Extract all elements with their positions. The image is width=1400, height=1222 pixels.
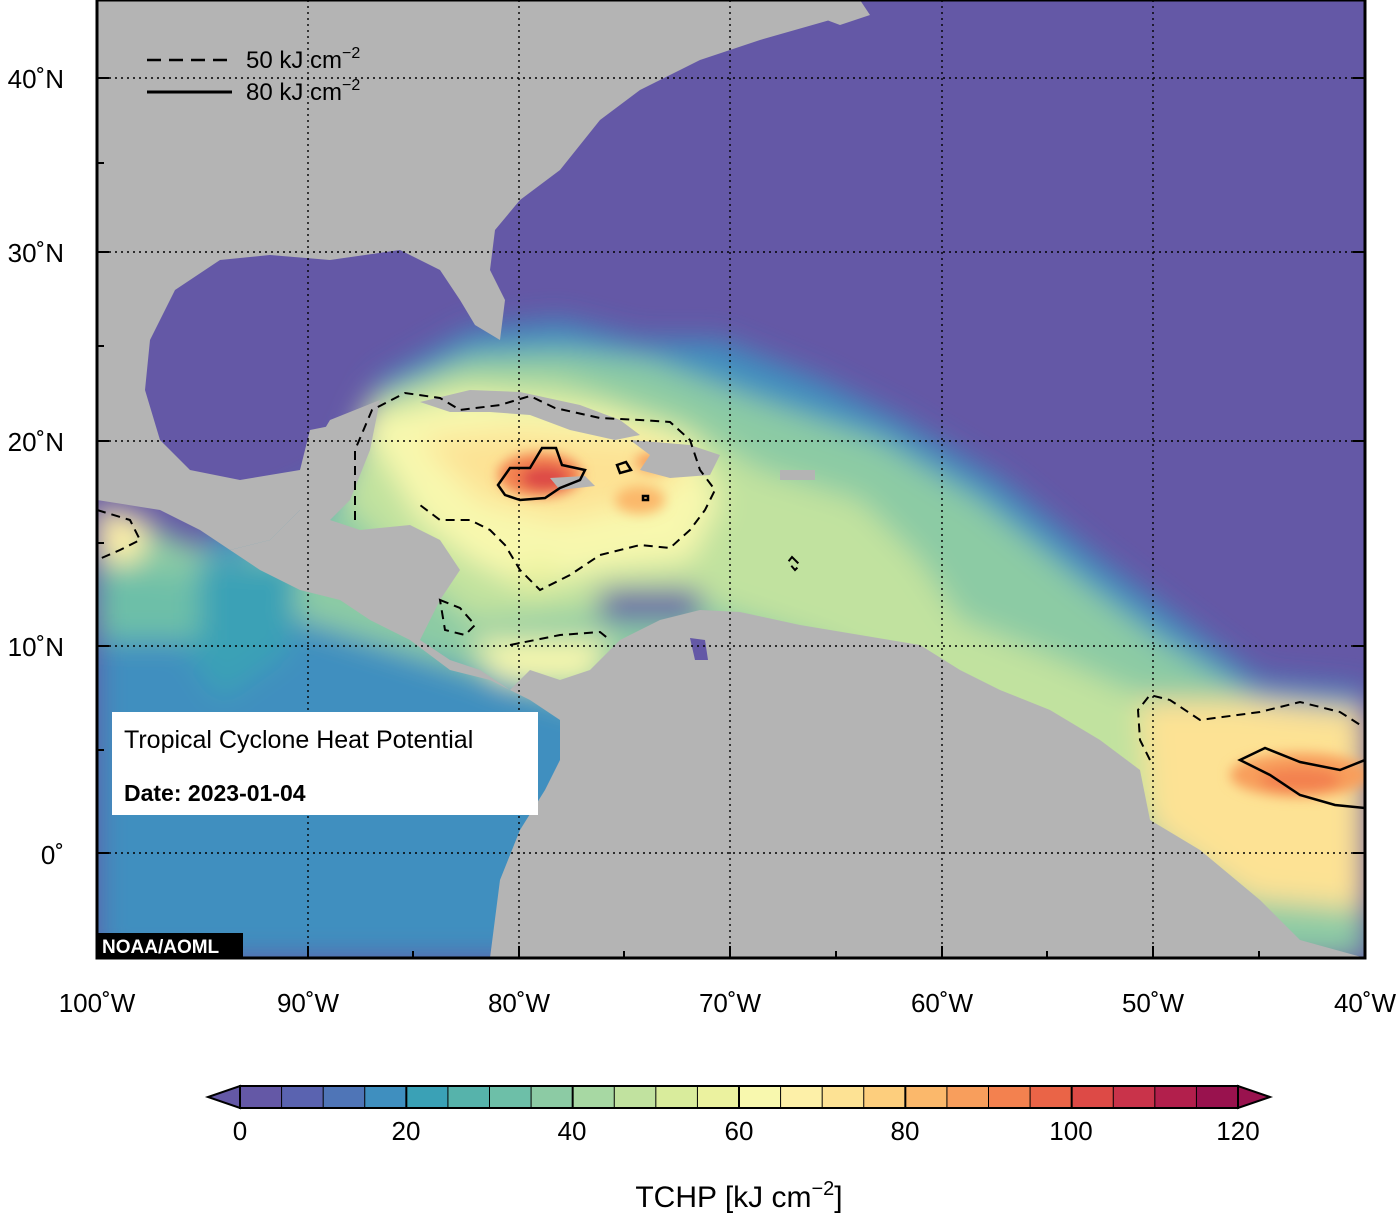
colorbar-ticks	[239, 1086, 1239, 1108]
colorbar-swatch	[1154, 1086, 1198, 1108]
colorbar-swatch	[364, 1086, 407, 1108]
contour-50	[97, 391, 1365, 761]
colorbar-swatch	[697, 1086, 740, 1108]
cb-label-120: 120	[1216, 1116, 1259, 1146]
cb-label-20: 20	[392, 1116, 421, 1146]
colorbar-swatch	[281, 1086, 324, 1108]
land-hispaniola	[630, 440, 720, 478]
colorbar-swatch	[946, 1086, 990, 1108]
cb-label-40: 40	[558, 1116, 587, 1146]
colorbar-swatch	[406, 1086, 449, 1108]
map-title: Tropical Cyclone Heat Potential	[124, 726, 473, 754]
cb-label-0: 0	[233, 1116, 247, 1146]
colorbar-swatches	[240, 1086, 1239, 1108]
credit-badge: NOAA/AOML	[97, 933, 243, 958]
lat-label-30n: 30˚N	[8, 238, 64, 268]
land-puerto-rico	[780, 470, 815, 480]
colorbar-swatch	[988, 1086, 1031, 1108]
contour-80	[496, 446, 1365, 810]
colorbar-swatch	[447, 1086, 491, 1108]
lon-axis-labels: 100˚W 90˚W 80˚W 70˚W 60˚W 50˚W 40˚W	[59, 988, 1397, 1018]
contour-legend: 50 kJ cm−2 80 kJ cm−2	[147, 45, 360, 106]
credit-text: NOAA/AOML	[102, 937, 220, 958]
colorbar-swatch	[323, 1086, 366, 1108]
cb-label-100: 100	[1049, 1116, 1092, 1146]
colorbar-swatch	[1196, 1086, 1239, 1108]
lat-label-0: 0˚	[41, 840, 64, 870]
lon-label-60w: 60˚W	[911, 988, 974, 1018]
land-north-america	[97, 0, 860, 550]
lat-label-20n: 20˚N	[8, 427, 64, 457]
colorbar-swatch	[739, 1086, 782, 1108]
colorbar-swatch	[863, 1086, 906, 1108]
graticule	[97, 0, 1365, 958]
colorbar-high-arrow	[1237, 1084, 1274, 1110]
colorbar-swatch	[655, 1086, 699, 1108]
tick-marks	[97, 77, 1365, 958]
cb-label-60: 60	[725, 1116, 754, 1146]
lon-label-80w: 80˚W	[488, 988, 551, 1018]
colorbar-swatch	[905, 1086, 948, 1108]
colorbar-swatch	[1030, 1086, 1073, 1108]
colorbar-title: TCHP [kJ cm−2]	[635, 1178, 842, 1214]
colorbar-swatch	[572, 1086, 615, 1108]
colorbar-swatch	[531, 1086, 574, 1108]
land-central-america	[230, 400, 510, 690]
colorbar-low-arrow	[204, 1084, 241, 1110]
map-panel: 50 kJ cm−2 80 kJ cm−2 Tropical Cyclone H…	[97, 0, 1365, 958]
legend-item-50: 50 kJ cm−2	[246, 45, 360, 74]
colorbar-swatch	[240, 1086, 283, 1108]
lon-label-70w: 70˚W	[699, 988, 762, 1018]
colorbar-swatch	[780, 1086, 823, 1108]
land-cuba	[420, 390, 640, 440]
land	[97, 0, 1365, 958]
colorbar-swatch	[489, 1086, 532, 1108]
lat-label-10n: 10˚N	[8, 632, 64, 662]
cb-label-80: 80	[891, 1116, 920, 1146]
lat-axis-labels: 0˚ 10˚N 20˚N 30˚N 40˚N	[8, 64, 64, 870]
colorbar-swatch	[614, 1086, 657, 1108]
lon-label-40w: 40˚W	[1334, 988, 1397, 1018]
colorbar-swatch	[822, 1086, 865, 1108]
colorbar-swatch	[1113, 1086, 1156, 1108]
colorbar-swatch	[1071, 1086, 1114, 1108]
lat-label-40n: 40˚N	[8, 64, 64, 94]
legend-item-80: 80 kJ cm−2	[246, 77, 360, 106]
land-south-america	[490, 610, 1365, 958]
lon-label-90w: 90˚W	[277, 988, 340, 1018]
colorbar: 0 20 40 60 80 100 120 TCHP [kJ cm−2]	[204, 1084, 1274, 1214]
title-box: Tropical Cyclone Heat Potential Date: 20…	[112, 712, 538, 815]
lon-label-100w: 100˚W	[59, 988, 136, 1018]
colorbar-tick-labels: 0 20 40 60 80 100 120	[233, 1116, 1260, 1146]
lon-label-50w: 50˚W	[1122, 988, 1185, 1018]
map-date: Date: 2023-01-04	[124, 780, 306, 806]
